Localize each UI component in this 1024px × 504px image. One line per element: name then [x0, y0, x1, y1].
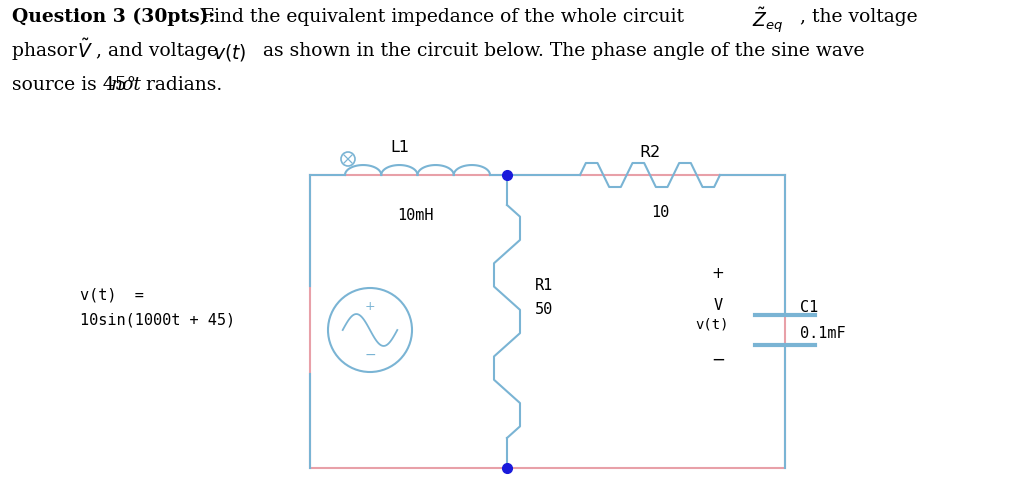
- Text: −: −: [711, 351, 725, 369]
- Text: Question 3 (30pts):: Question 3 (30pts):: [12, 8, 215, 26]
- Text: 50: 50: [535, 302, 553, 318]
- Text: +: +: [365, 300, 376, 313]
- Text: $v(t)$: $v(t)$: [213, 42, 247, 63]
- Text: , and voltage: , and voltage: [96, 42, 224, 60]
- Text: v(t)  =: v(t) =: [80, 287, 144, 302]
- Text: not: not: [111, 76, 142, 94]
- Text: V: V: [714, 297, 723, 312]
- Text: +: +: [712, 266, 724, 281]
- Text: phasor: phasor: [12, 42, 83, 60]
- Text: 10sin(1000t + 45): 10sin(1000t + 45): [80, 312, 236, 328]
- Text: $\tilde{V}$: $\tilde{V}$: [77, 39, 93, 62]
- Text: R1: R1: [535, 278, 553, 292]
- Text: as shown in the circuit below. The phase angle of the sine wave: as shown in the circuit below. The phase…: [257, 42, 864, 60]
- Text: 10mH: 10mH: [396, 208, 433, 223]
- Text: −: −: [365, 348, 376, 362]
- Text: L1: L1: [390, 140, 410, 155]
- Text: 10: 10: [651, 205, 669, 220]
- Text: C1: C1: [800, 300, 818, 316]
- Text: source is 45°: source is 45°: [12, 76, 142, 94]
- Text: 0.1mF: 0.1mF: [800, 326, 846, 341]
- Text: $\tilde{Z}_{eq}$: $\tilde{Z}_{eq}$: [752, 5, 783, 35]
- Text: v(t): v(t): [695, 318, 729, 332]
- Text: radians.: radians.: [140, 76, 222, 94]
- Text: , the voltage: , the voltage: [800, 8, 918, 26]
- Text: R2: R2: [639, 145, 660, 160]
- Text: Find the equivalent impedance of the whole circuit: Find the equivalent impedance of the who…: [195, 8, 690, 26]
